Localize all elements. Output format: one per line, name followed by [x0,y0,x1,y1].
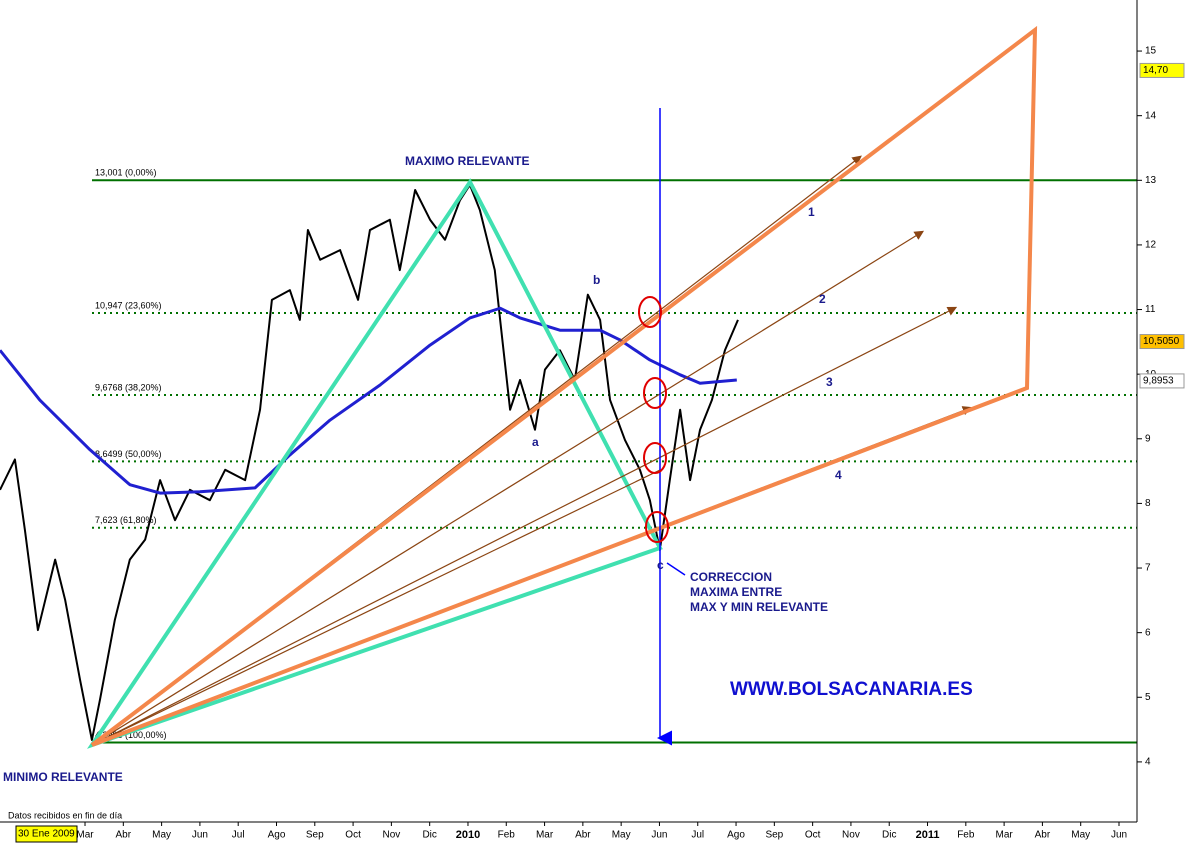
cursor-box [15,825,78,843]
x-tick-label: Nov [382,830,400,841]
price-box [1139,62,1185,78]
circle [645,511,669,543]
level-label: 13,001 (0,00%) [95,168,157,178]
drawings [87,25,1038,749]
x-tick-label: Mar [536,830,554,841]
x-tick-label: Feb [957,830,975,841]
watermark: WWW.BOLSACANARIA.ES [730,679,973,700]
annotation: MAX Y MIN RELEVANTE [690,600,828,614]
fan-line [91,230,925,746]
y-tick-label: 6 [1145,627,1151,638]
x-tick-label: Jun [651,830,667,841]
x-tick-label: Jun [1111,830,1127,841]
y-tick-label: 12 [1145,240,1157,251]
annotation: CORRECCION [690,570,772,584]
circle [643,377,667,409]
y-tick-label: 15 [1145,46,1157,57]
plot: 13,001 (0,00%) 10,947 (23,60%) 9,6768 (38,… [0,168,1137,744]
x-tick-label: Mar [995,830,1013,841]
annotation: a [532,435,539,449]
annotation: 3 [826,375,833,389]
annotation: 4 [835,468,842,482]
price-label: 10,5050 [1143,336,1180,347]
y-tick-label: 4 [1145,757,1151,768]
level-label: 9,6768 (38,20%) [95,382,162,392]
y-tick-label: 7 [1145,563,1151,574]
x-tick-label: Abr [575,830,591,841]
x-tick-label: Ago [727,830,745,841]
price-box [1139,373,1185,389]
y-tick-label: 11 [1145,304,1156,315]
price-label: 9,8953 [1143,376,1174,387]
x-tick-label: Sep [765,830,783,841]
level-label: 7,623 (61,80%) [95,515,157,525]
price-box [1139,334,1185,350]
annotation: 2 [819,292,826,306]
x-tick-label: Oct [805,830,821,841]
annotation: MAXIMA ENTRE [690,585,782,599]
fan-line [91,306,958,746]
series-line [0,306,737,495]
x-tick-label: Feb [498,830,516,841]
x-tick-label: Mar [76,830,94,841]
level-label: 10,947 (23,60%) [95,300,162,310]
x-tick-label: Jun [192,830,208,841]
circle [638,296,662,328]
orange-fan [90,25,1038,747]
x-tick-label: Jul [232,830,245,841]
x-tick-label: Dic [422,830,436,841]
y-tick-label: 8 [1145,498,1151,509]
x-tick-label: Dic [882,830,896,841]
level-label: 8,6499 (50,00%) [95,449,162,459]
x-tick-label: Abr [116,830,132,841]
triangle [87,178,663,749]
pointer [666,562,686,576]
y-tick-label: 14 [1145,110,1157,121]
x-tick-label: 2011 [916,829,940,841]
x-tick-label: 2010 [456,829,480,841]
x-tick-label: Sep [306,830,324,841]
price-label: 14,70 [1143,65,1168,76]
x-tick-label: May [612,830,631,841]
cursor-label: 30 Ene 2009 [18,829,75,840]
annotation: MAXIMO RELEVANTE [405,154,529,168]
annotation: b [593,273,600,287]
x-tick-label: May [1071,830,1090,841]
annotation: 1 [808,205,815,219]
annotation: c [657,558,664,572]
level-label: 4,2995 (100,00%) [95,730,167,740]
footer: Datos recibidos en fin de día [8,810,122,820]
y-tick-label: 9 [1145,433,1151,444]
x-tick-label: Ago [268,830,286,841]
y-tick-label: 13 [1145,175,1157,186]
fan-line [91,469,661,746]
y-tick-label: 5 [1145,692,1151,703]
x-tick-label: Abr [1035,830,1051,841]
circle [643,442,667,474]
x-tick-label: May [152,830,171,841]
x-tick-label: Oct [345,830,361,841]
annotation: MINIMO RELEVANTE [3,770,123,784]
series-line [0,183,739,741]
x-tick-label: Nov [842,830,860,841]
x-tick-label: Jul [691,830,704,841]
